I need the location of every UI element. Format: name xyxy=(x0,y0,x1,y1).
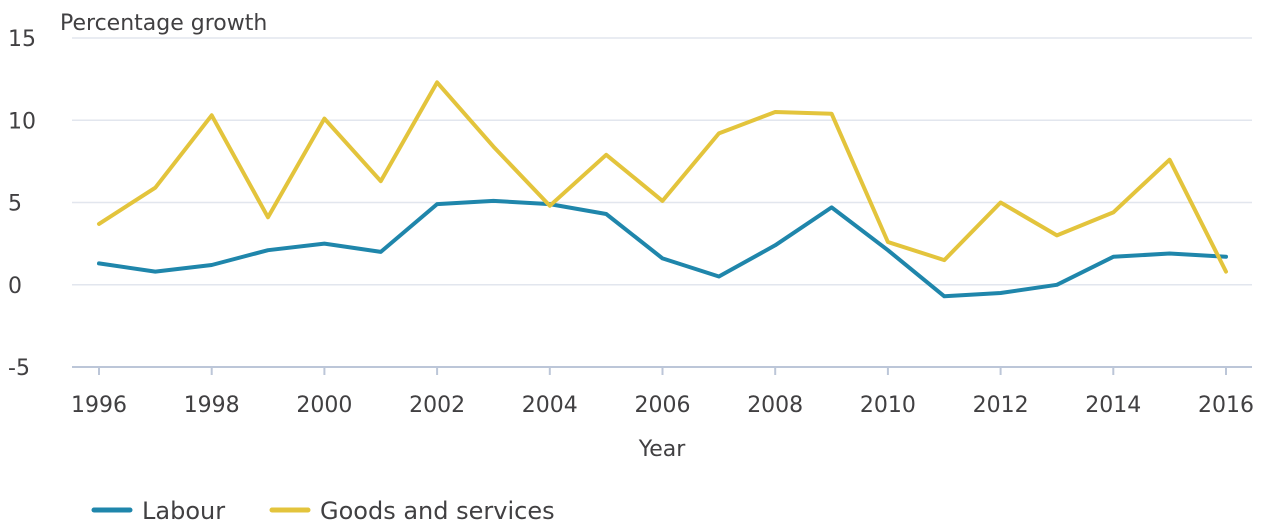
y-tick-label: 5 xyxy=(8,192,22,217)
legend: Labour Goods and services xyxy=(91,497,555,525)
legend-label: Goods and services xyxy=(320,497,555,525)
x-axis-title: Year xyxy=(638,437,687,462)
legend-label: Labour xyxy=(142,497,225,525)
x-tick-label: 2002 xyxy=(409,393,465,418)
x-tick-labels: 1996 1998 2000 2002 2004 2006 2008 2010 2012 2014… xyxy=(71,393,1254,418)
x-tick-label: 1996 xyxy=(71,393,127,418)
y-tick-label: 0 xyxy=(8,274,22,299)
y-tick-label: 15 xyxy=(8,27,36,52)
x-tick-label: 2014 xyxy=(1085,393,1141,418)
x-tick-label: 2008 xyxy=(747,393,803,418)
x-tick-label: 2004 xyxy=(522,393,578,418)
x-tick-label: 1998 xyxy=(184,393,240,418)
x-tick-label: 2000 xyxy=(296,393,352,418)
y-tick-labels: -5 0 5 10 15 xyxy=(8,27,36,381)
y-axis-title: Percentage growth xyxy=(60,11,267,36)
y-tick-label: 10 xyxy=(8,109,36,134)
gridlines xyxy=(72,37,1252,375)
x-tick-label: 2016 xyxy=(1198,393,1254,418)
x-tick-label: 2010 xyxy=(860,393,916,418)
x-tick-label: 2012 xyxy=(973,393,1029,418)
series-line-labour xyxy=(97,198,1228,299)
series-line-goods-and-services xyxy=(97,80,1228,274)
y-tick-label: -5 xyxy=(8,356,30,381)
x-tick-label: 2006 xyxy=(635,393,691,418)
series-lines xyxy=(97,80,1228,299)
